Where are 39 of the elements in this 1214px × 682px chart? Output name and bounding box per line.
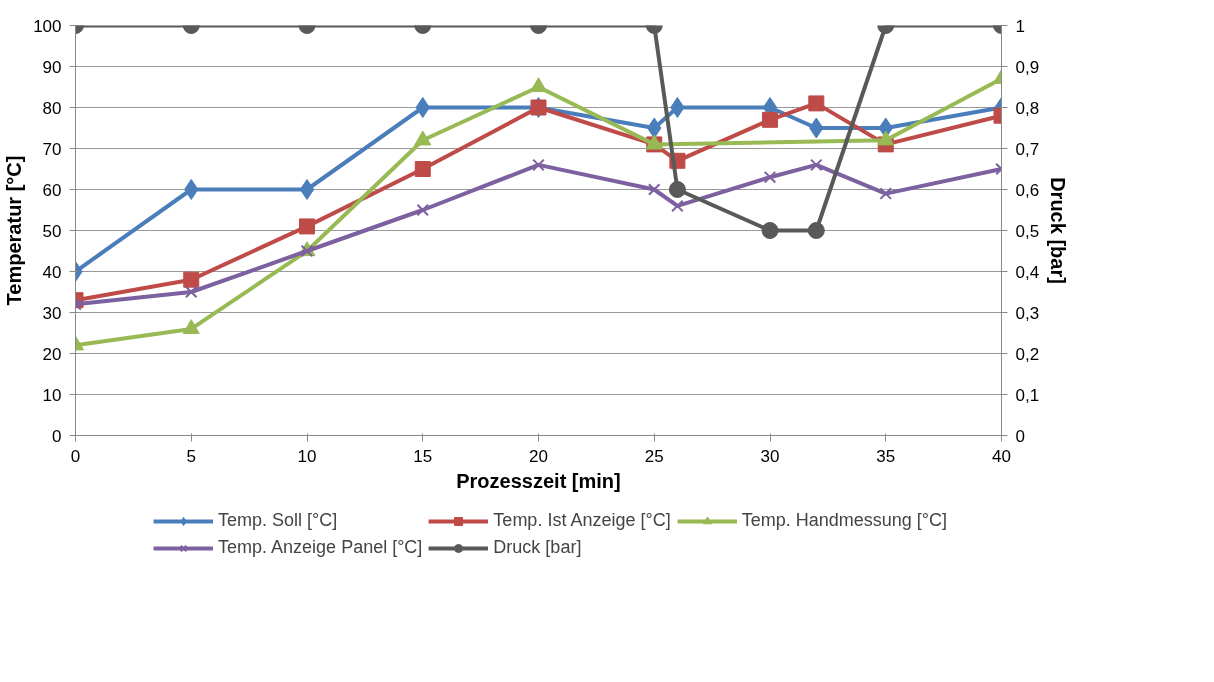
legend-label: Temp. Ist Anzeige [°C] <box>493 510 671 531</box>
x-axis-title: Prozesszeit [min] <box>456 469 621 492</box>
y2-tick-label: 0,8 <box>1015 98 1040 118</box>
y-tick-label: 70 <box>42 139 62 159</box>
y-tick-label: 80 <box>42 98 62 118</box>
y2-tick-label: 1 <box>1015 16 1025 36</box>
x-tick-label: 30 <box>760 446 780 466</box>
y-tick-label: 10 <box>42 385 62 405</box>
y-tick-label: 0 <box>52 426 62 446</box>
y2-tick-label: 0,6 <box>1015 180 1040 200</box>
y-tick-label: 30 <box>42 303 62 323</box>
y-tick-label: 20 <box>42 344 62 364</box>
y2-tick-label: 0,2 <box>1015 344 1040 364</box>
y2-tick-label: 0,4 <box>1015 262 1040 282</box>
x-tick-label: 35 <box>876 446 896 466</box>
y2-tick-label: 0,9 <box>1015 57 1040 77</box>
x-tick-label: 10 <box>297 446 317 466</box>
y-tick-label: 90 <box>42 57 62 77</box>
y-tick-label: 50 <box>42 221 62 241</box>
y-tick-label: 100 <box>33 16 62 36</box>
x-tick-label: 5 <box>186 446 196 466</box>
x-tick-label: 0 <box>70 446 81 466</box>
y2-tick-label: 0,3 <box>1015 303 1040 323</box>
x-tick-label: 15 <box>413 446 433 466</box>
legend-label: Temp. Soll [°C] <box>218 510 338 531</box>
y2-tick-label: 0,5 <box>1015 221 1040 241</box>
y-tick-label: 60 <box>42 180 62 200</box>
y-tick-label: 40 <box>42 262 62 282</box>
y2-tick-label: 0,7 <box>1015 139 1040 159</box>
y2-axis-title: Druck [bar] <box>1047 177 1070 284</box>
x-tick-label: 40 <box>992 446 1011 466</box>
y-axis-title: Temperatur [°C] <box>3 155 26 306</box>
legend-label: Druck [bar] <box>493 537 582 558</box>
legend-label: Temp. Anzeige Panel [°C] <box>218 537 423 558</box>
y2-tick-label: 0 <box>1015 426 1025 446</box>
y2-tick-label: 0,1 <box>1015 385 1040 405</box>
legend-label: Temp. Handmessung [°C] <box>741 510 947 531</box>
x-tick-label: 20 <box>529 446 548 466</box>
x-tick-label: 25 <box>644 446 664 466</box>
